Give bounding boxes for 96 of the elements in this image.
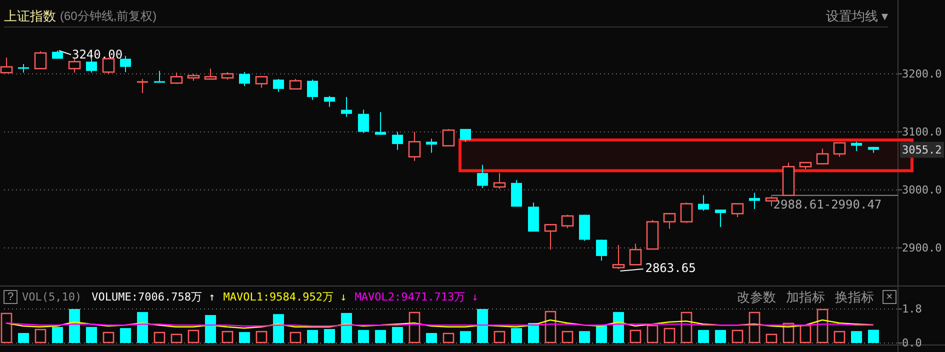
series-label: MAVOL2:9471.713万 ↓ [354, 290, 478, 304]
series-label: MAVOL1:9584.952万 ↓ [223, 290, 347, 304]
y-tick-label: 3100.0 [902, 125, 942, 138]
bar [188, 330, 200, 344]
bar [630, 330, 642, 344]
candlestick [544, 224, 557, 250]
candlestick [493, 172, 506, 190]
candlestick [68, 58, 81, 74]
bar [120, 328, 131, 343]
candlestick [629, 243, 642, 266]
bar [816, 308, 828, 344]
bar [680, 312, 692, 344]
bar [392, 326, 403, 343]
bar [834, 330, 846, 344]
candlestick [170, 72, 183, 84]
text: × [886, 291, 893, 303]
bar [868, 330, 879, 343]
bar [86, 326, 97, 343]
text: 设置均线 ▾ [826, 8, 888, 24]
bar [698, 330, 709, 343]
bar [0, 312, 12, 344]
candlestick [204, 68, 217, 80]
bar [273, 314, 284, 343]
bar [102, 332, 114, 344]
bar [579, 331, 590, 343]
candlestick [34, 50, 47, 70]
chart-title: 上证指数 [4, 8, 56, 24]
candlestick [136, 78, 149, 94]
y-tick-label: 0.0 [902, 336, 922, 350]
bar [613, 312, 624, 343]
candlestick [0, 57, 13, 74]
bar [528, 322, 539, 343]
bar [646, 324, 658, 344]
bar [782, 322, 794, 344]
bar [442, 332, 454, 344]
candlestick [612, 244, 625, 270]
bar [222, 330, 234, 344]
text: 改参数 [737, 290, 776, 304]
text: ? [7, 291, 14, 303]
y-tick-label: 3200.0 [902, 67, 942, 80]
bar [732, 330, 744, 344]
bar [205, 315, 216, 343]
bar [460, 331, 471, 343]
bar [851, 331, 862, 343]
bar [715, 330, 726, 343]
candlestick [255, 76, 268, 88]
bar [408, 312, 420, 344]
candlestick [680, 202, 693, 224]
y-tick-label: 3000.0 [902, 183, 942, 196]
bar [290, 332, 302, 344]
bar [52, 326, 63, 343]
bar [239, 332, 250, 343]
candlestick [833, 142, 846, 158]
bar [596, 325, 607, 343]
bar [18, 332, 29, 343]
bar [154, 332, 166, 344]
bar [256, 330, 268, 344]
bar [562, 330, 574, 344]
candlestick [289, 78, 302, 90]
y-tick-label: 2900.0 [902, 241, 942, 254]
candlestick [561, 214, 574, 229]
bar [494, 330, 506, 344]
candlestick [102, 57, 115, 74]
bar [69, 309, 80, 343]
bar [477, 309, 488, 343]
bar [170, 334, 182, 344]
bar [307, 330, 318, 343]
chart-title: VOL(5,10) [22, 290, 82, 304]
bar [800, 324, 812, 344]
bar [341, 312, 352, 343]
bar [34, 328, 46, 344]
bar [324, 329, 335, 343]
bar [544, 310, 556, 344]
candlestick [153, 70, 166, 83]
bar [375, 330, 386, 343]
annotation: 2988.61-2990.47 [773, 197, 882, 212]
candlestick [663, 212, 676, 230]
candlestick [731, 203, 744, 218]
text: 换指标 [835, 290, 874, 304]
bar [426, 332, 437, 343]
bar [358, 330, 369, 343]
candlestick [816, 148, 829, 164]
text: 3055.2 [902, 143, 942, 156]
text: 加指标 [786, 290, 825, 304]
bar [137, 312, 148, 343]
annotation: 2863.65 [645, 260, 696, 275]
series-label: VOLUME:7006.758万 ↑ [92, 290, 216, 304]
bar [511, 328, 522, 343]
candlestick [408, 131, 421, 162]
bar [748, 312, 760, 344]
annotation: 3240.00 [72, 48, 123, 62]
bar [664, 328, 676, 344]
candlestick [442, 128, 455, 146]
bar [766, 334, 778, 344]
chart-subtitle: (60分钟线,前复权) [60, 9, 157, 23]
y-tick-label: 1.8 [902, 302, 922, 316]
